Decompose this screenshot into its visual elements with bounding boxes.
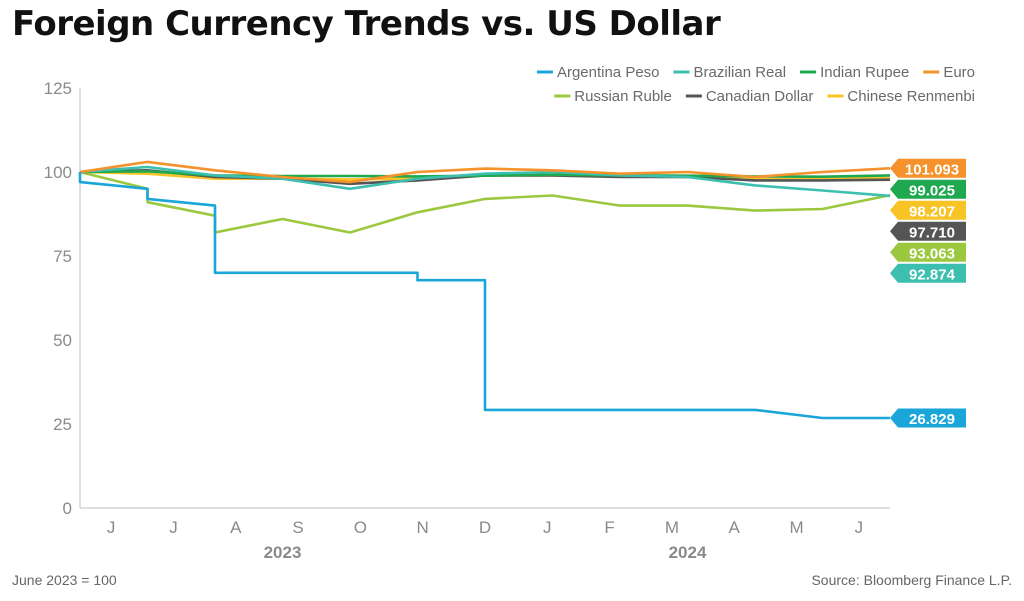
series-line: [79, 170, 891, 234]
series-line: [79, 165, 891, 198]
legend-label: Brazilian Real: [694, 64, 787, 81]
end-value-text: 101.093: [905, 161, 959, 178]
y-tick-label: 125: [44, 79, 72, 98]
chart-axes: 0 25 50 75 100 125 J J A S O N D J F M A M J 2023 2024: [44, 79, 890, 562]
end-value-badge: [890, 158, 966, 178]
chart-legend: Argentina Peso Brazilian Real Indian Rupee…: [536, 64, 975, 105]
x-tick-label: O: [354, 518, 367, 537]
x-tick-label: J: [107, 518, 116, 537]
series-line: [78, 172, 890, 420]
end-value-badge: [890, 200, 966, 220]
x-tick-label: S: [292, 518, 303, 537]
x-tick-label: A: [230, 518, 242, 537]
page-title: Foreign Currency Trends vs. US Dollar: [12, 4, 721, 44]
legend-label: Canadian Dollar: [706, 88, 814, 105]
end-value-badge: [890, 408, 966, 428]
end-value-text: 92.874: [909, 266, 956, 283]
end-value-badge: [890, 179, 966, 199]
end-value-text: 93.063: [909, 245, 955, 262]
y-tick-label: 0: [63, 499, 72, 518]
x-tick-label: F: [604, 518, 614, 537]
end-value-badge: [890, 263, 966, 283]
end-value-text: 97.710: [909, 224, 955, 241]
x-tick-label: N: [417, 518, 429, 537]
x-tick-label: M: [789, 518, 803, 537]
x-tick-label: J: [543, 518, 552, 537]
end-value-text: 99.025: [909, 182, 955, 199]
y-tick-label: 25: [53, 415, 72, 434]
source-note: Source: Bloomberg Finance L.P.: [811, 572, 1012, 588]
legend-label: Euro: [943, 64, 975, 81]
series-line: [79, 160, 891, 184]
end-value-text: 98.207: [909, 203, 955, 220]
legend-label: Russian Ruble: [574, 88, 672, 105]
legend-label: Argentina Peso: [557, 64, 660, 81]
end-value-badge: [890, 242, 966, 262]
x-tick-label: J: [855, 518, 864, 537]
end-value-badge: [890, 221, 966, 241]
x-tick-label: A: [729, 518, 741, 537]
footnote: June 2023 = 100: [12, 572, 117, 588]
x-tick-label: M: [665, 518, 679, 537]
end-value-labels: 101.093 99.025 98.207 97.710 93.063 92.874 26.…: [890, 158, 966, 428]
y-tick-label: 100: [44, 163, 72, 182]
series-lines: [78, 160, 891, 420]
x-tick-label: D: [479, 518, 491, 537]
legend-label: Chinese Renmenbi: [847, 88, 975, 105]
legend-label: Indian Rupee: [820, 64, 909, 81]
year-label: 2024: [669, 543, 707, 562]
x-tick-label: J: [169, 518, 178, 537]
y-tick-label: 75: [53, 247, 72, 266]
end-value-text: 26.829: [909, 411, 955, 428]
y-tick-label: 50: [53, 331, 72, 350]
year-label: 2023: [264, 543, 302, 562]
